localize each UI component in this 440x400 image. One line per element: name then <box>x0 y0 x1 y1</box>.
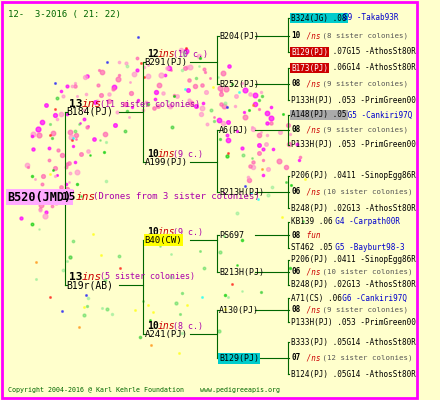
Text: /ns: /ns <box>302 268 320 276</box>
Text: (8 c.): (8 c.) <box>173 322 203 330</box>
Text: PS697: PS697 <box>219 230 244 240</box>
Text: ins: ins <box>158 321 176 331</box>
Text: G5 -Cankiri97Q: G5 -Cankiri97Q <box>343 110 412 120</box>
Text: (5 sister colonies): (5 sister colonies) <box>100 272 195 282</box>
Text: A71(CS) .06: A71(CS) .06 <box>291 294 342 302</box>
Text: .07G15 -AthosSt80R: .07G15 -AthosSt80R <box>327 48 415 56</box>
Text: (9 sister colonies): (9 sister colonies) <box>318 81 408 87</box>
Text: (9 sister colonies): (9 sister colonies) <box>318 127 408 133</box>
Text: /ns: /ns <box>302 126 320 134</box>
Text: (10 sister colonies): (10 sister colonies) <box>318 189 413 195</box>
Text: B520(JMD): B520(JMD) <box>7 190 72 204</box>
Text: P206(PJ) .0411 -SinopEgg86R: P206(PJ) .0411 -SinopEgg86R <box>291 172 416 180</box>
Text: B333(PJ) .05G14 -AthosSt80R: B333(PJ) .05G14 -AthosSt80R <box>291 338 416 346</box>
Text: B40(CW): B40(CW) <box>145 236 182 244</box>
Text: 07: 07 <box>291 354 301 362</box>
Text: G9 -Takab93R: G9 -Takab93R <box>343 14 398 22</box>
Text: ins: ins <box>158 227 176 237</box>
Text: B248(PJ) .02G13 -AthosSt80R: B248(PJ) .02G13 -AthosSt80R <box>291 204 416 212</box>
Text: A148(PJ) .05: A148(PJ) .05 <box>291 110 347 120</box>
Text: .06G14 -AthosSt80R: .06G14 -AthosSt80R <box>327 64 415 72</box>
Text: 10: 10 <box>147 321 158 331</box>
Text: (Drones from 3 sister colonies): (Drones from 3 sister colonies) <box>93 192 260 202</box>
Text: 08: 08 <box>291 306 301 314</box>
Text: B324(JG) .08: B324(JG) .08 <box>291 14 347 22</box>
Text: 10: 10 <box>291 32 301 40</box>
Text: Copyright 2004-2016 @ Karl Kehrle Foundation    www.pedigreeapis.org: Copyright 2004-2016 @ Karl Kehrle Founda… <box>7 387 279 393</box>
Text: 06: 06 <box>291 268 301 276</box>
Text: ins: ins <box>75 192 95 202</box>
Text: A6(PJ): A6(PJ) <box>219 126 249 134</box>
Text: B129(PJ): B129(PJ) <box>291 48 328 56</box>
Text: /ns: /ns <box>302 188 320 196</box>
Text: /ns: /ns <box>302 306 320 314</box>
Text: G4 -Carpath00R: G4 -Carpath00R <box>326 218 400 226</box>
Text: A130(PJ): A130(PJ) <box>219 306 259 314</box>
Text: 08: 08 <box>291 80 301 88</box>
Text: P133H(PJ) .053 -PrimGreen00: P133H(PJ) .053 -PrimGreen00 <box>291 140 416 150</box>
Text: (9 c.): (9 c.) <box>173 228 203 236</box>
Text: 12: 12 <box>147 49 158 59</box>
Text: 10: 10 <box>147 149 158 159</box>
Text: B213H(PJ): B213H(PJ) <box>219 268 264 276</box>
Text: 08: 08 <box>291 230 301 240</box>
Text: (10 sister colonies): (10 sister colonies) <box>318 269 413 275</box>
Text: B291(PJ): B291(PJ) <box>145 58 188 66</box>
Text: fun: fun <box>302 230 320 240</box>
Text: (12 sister colonies): (12 sister colonies) <box>318 355 413 361</box>
Text: P133H(PJ) .053 -PrimGreen00: P133H(PJ) .053 -PrimGreen00 <box>291 96 416 104</box>
Text: 10: 10 <box>147 227 158 237</box>
Text: B173(PJ): B173(PJ) <box>291 64 328 72</box>
Text: G5 -Bayburt98-3: G5 -Bayburt98-3 <box>326 244 404 252</box>
Text: A241(PJ): A241(PJ) <box>145 330 188 338</box>
Text: /ns: /ns <box>302 80 320 88</box>
Text: ins: ins <box>158 49 176 59</box>
Text: 13: 13 <box>69 272 82 282</box>
Text: B248(PJ) .02G13 -AthosSt80R: B248(PJ) .02G13 -AthosSt80R <box>291 280 416 290</box>
Text: /ns: /ns <box>302 32 320 40</box>
Text: B124(PJ) .05G14 -AthosSt80R: B124(PJ) .05G14 -AthosSt80R <box>291 370 416 378</box>
Text: (9 c.): (9 c.) <box>173 150 203 158</box>
Text: B184(PJ): B184(PJ) <box>66 107 114 117</box>
Text: B129(PJ): B129(PJ) <box>219 354 259 362</box>
Text: ins: ins <box>82 99 102 109</box>
Text: ins: ins <box>158 149 176 159</box>
Text: 08: 08 <box>291 126 301 134</box>
Text: KB139 .06: KB139 .06 <box>291 218 333 226</box>
Text: ST462 .05: ST462 .05 <box>291 244 333 252</box>
Text: B213H(PJ): B213H(PJ) <box>219 188 264 196</box>
Text: ins: ins <box>82 272 102 282</box>
Text: P206(PJ) .0411 -SinopEgg86R: P206(PJ) .0411 -SinopEgg86R <box>291 256 416 264</box>
Text: (9 sister colonies): (9 sister colonies) <box>318 307 408 313</box>
Text: 15: 15 <box>62 192 75 202</box>
Text: (10 c.): (10 c.) <box>173 50 208 58</box>
Text: B19r(AB): B19r(AB) <box>66 280 114 290</box>
Text: B204(PJ): B204(PJ) <box>219 32 259 40</box>
Text: P133H(PJ) .053 -PrimGreen00: P133H(PJ) .053 -PrimGreen00 <box>291 318 416 326</box>
Text: G6 -Cankiri97Q: G6 -Cankiri97Q <box>333 294 407 302</box>
Text: 13: 13 <box>69 99 82 109</box>
Text: (11 sister colonies): (11 sister colonies) <box>100 100 200 108</box>
Text: 12-  3-2016 ( 21: 22): 12- 3-2016 ( 21: 22) <box>7 10 121 19</box>
Text: /ns: /ns <box>302 354 320 362</box>
Text: (8 sister colonies): (8 sister colonies) <box>318 33 408 39</box>
Text: 06: 06 <box>291 188 301 196</box>
Text: B252(PJ): B252(PJ) <box>219 80 259 88</box>
Text: A199(PJ): A199(PJ) <box>145 158 188 166</box>
